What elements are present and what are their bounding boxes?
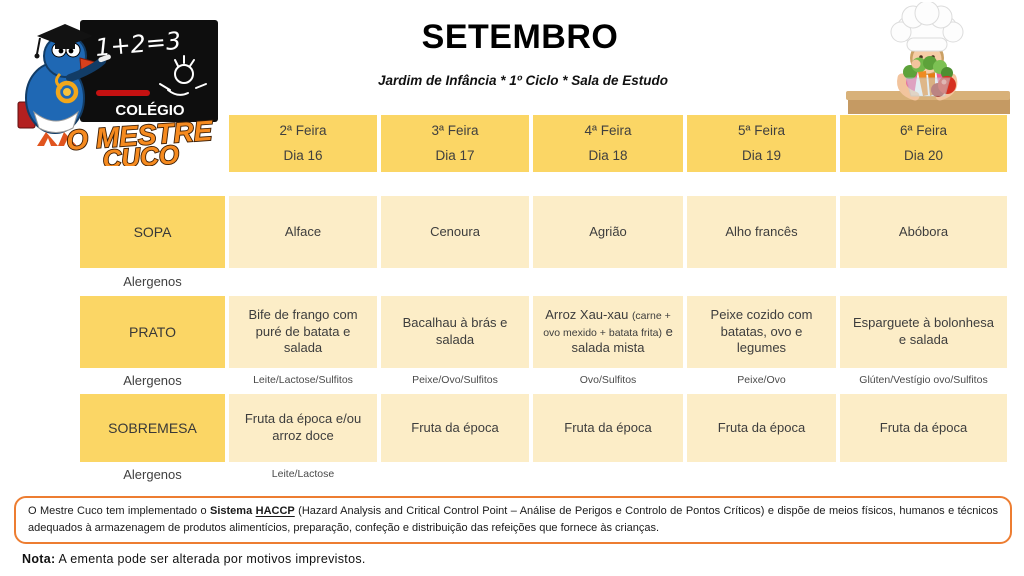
day-name: 6ª Feira: [899, 123, 947, 139]
sopa-cell-tuesday: Cenoura: [381, 196, 529, 268]
alergenos-label-sobremesa: Alergenos: [80, 462, 225, 488]
logo-colegio-text: COLÉGIO: [115, 102, 185, 119]
sopa-cell-friday: Abóbora: [840, 196, 1007, 268]
day-header-monday: 2ª Feira Dia 16: [229, 115, 377, 172]
prato-cell-monday: Bife de frango com puré de batata e sala…: [229, 296, 377, 368]
prato-cell-thursday: Peixe cozido com batatas, ovo e legumes: [687, 296, 836, 368]
stick-figure-drawing: [159, 55, 207, 96]
row-label-prato: PRATO: [80, 296, 225, 368]
sobremesa-cell-wednesday: Fruta da época: [533, 394, 683, 462]
sobremesa-alergenos-friday: [840, 462, 1007, 488]
chef-girl-art: [846, 0, 1010, 114]
day-number: Dia 16: [283, 148, 323, 163]
prato-wednesday-detail: (carne + ovo mexido + batata frita): [543, 309, 671, 339]
hand: [911, 59, 921, 69]
prato-cell-tuesday: Bacalhau à brás e salada: [381, 296, 529, 368]
day-header-friday: 6ª Feira Dia 20: [840, 115, 1007, 172]
day-number: Dia 19: [741, 148, 782, 163]
sopa-alergenos-friday: [840, 268, 1007, 296]
prato-cell-friday: Esparguete à bolonhesa e salada: [840, 296, 1007, 368]
row-spacer: [80, 172, 1007, 196]
prato-wednesday-rest: e salada mista: [571, 323, 673, 356]
chef-girl-photo: [846, 0, 1010, 114]
sobremesa-cell-monday: Fruta da época e/ou arroz doce: [229, 394, 377, 462]
cuckoo-bird: [17, 24, 111, 146]
day-number: Dia 17: [435, 148, 475, 163]
haccp-text-2: (Hazard Analysis and Critical Control Po…: [28, 505, 998, 534]
alergenos-label-sopa: Alergenos: [80, 268, 225, 296]
prato-alergenos-monday: Leite/Lactose/Sulfitos: [229, 368, 377, 394]
prato-alergenos-thursday: Peixe/Ovo: [687, 368, 836, 394]
chalkboard: [80, 20, 218, 122]
row-label-sopa: SOPA: [80, 196, 225, 268]
day-header-thursday: 5ª Feira Dia 19: [687, 115, 836, 172]
footer-note-text: A ementa pode ser alterada por motivos i…: [55, 552, 366, 566]
prato-wednesday-main: Arroz Xau-xau: [545, 306, 632, 322]
chef-hat: [890, 0, 964, 52]
prato-alergenos-tuesday: Peixe/Ovo/Sulfitos: [381, 368, 529, 394]
sopa-alergenos-tuesday: [381, 268, 529, 296]
alergenos-label-prato: Alergenos: [80, 368, 225, 394]
haccp-acronym: HACCP: [255, 505, 295, 517]
day-header-tuesday: 3ª Feira Dia 17: [381, 115, 529, 172]
header-spacer: [80, 115, 225, 172]
sobremesa-cell-friday: Fruta da época: [840, 394, 1007, 462]
day-name: 5ª Feira: [737, 123, 785, 139]
sopa-cell-thursday: Alho francês: [687, 196, 836, 268]
sobremesa-alergenos-wednesday: [533, 462, 683, 488]
haccp-text-1: O Mestre Cuco tem implementado o: [28, 505, 210, 517]
day-number: Dia 18: [588, 148, 628, 163]
row-label-sobremesa: SOBREMESA: [80, 394, 225, 462]
day-name: 3ª Feira: [431, 123, 479, 139]
sopa-alergenos-wednesday: [533, 268, 683, 296]
glass-bowl: [905, 77, 951, 97]
page-subtitle: Jardim de Infância * 1º Ciclo * Sala de …: [377, 73, 669, 88]
sopa-cell-monday: Alface: [229, 196, 377, 268]
footer-note: Nota: A ementa pode ser alterada por mot…: [22, 552, 366, 566]
prato-cell-wednesday: Arroz Xau-xau (carne + ovo mexido + bata…: [533, 296, 683, 368]
chalk-ledge: [96, 90, 150, 96]
sobremesa-cell-thursday: Fruta da época: [687, 394, 836, 462]
sopa-cell-wednesday: Agrião: [533, 196, 683, 268]
day-header-wednesday: 4ª Feira Dia 18: [533, 115, 683, 172]
sobremesa-alergenos-tuesday: [381, 462, 529, 488]
day-number: Dia 20: [903, 148, 944, 163]
haccp-text-bold: Sistema: [210, 505, 256, 517]
sobremesa-alergenos-thursday: [687, 462, 836, 488]
sopa-alergenos-thursday: [687, 268, 836, 296]
vegetables: [903, 56, 956, 97]
sobremesa-cell-tuesday: Fruta da época: [381, 394, 529, 462]
day-name: 4ª Feira: [584, 123, 632, 139]
menu-table: 2ª Feira Dia 16 3ª Feira Dia 17 4ª Feira…: [80, 115, 1008, 488]
prato-alergenos-friday: Glúten/Vestígio ovo/Sulfitos: [840, 368, 1007, 394]
sobremesa-alergenos-monday: Leite/Lactose: [229, 462, 377, 488]
haccp-note: O Mestre Cuco tem implementado o Sistema…: [14, 496, 1012, 544]
sopa-alergenos-monday: [229, 268, 377, 296]
prato-alergenos-wednesday: Ovo/Sulfitos: [533, 368, 683, 394]
day-name: 2ª Feira: [279, 123, 327, 139]
wooden-table: [848, 98, 1010, 114]
footer-note-label: Nota:: [22, 552, 56, 566]
page-title: SETEMBRO: [421, 18, 619, 56]
